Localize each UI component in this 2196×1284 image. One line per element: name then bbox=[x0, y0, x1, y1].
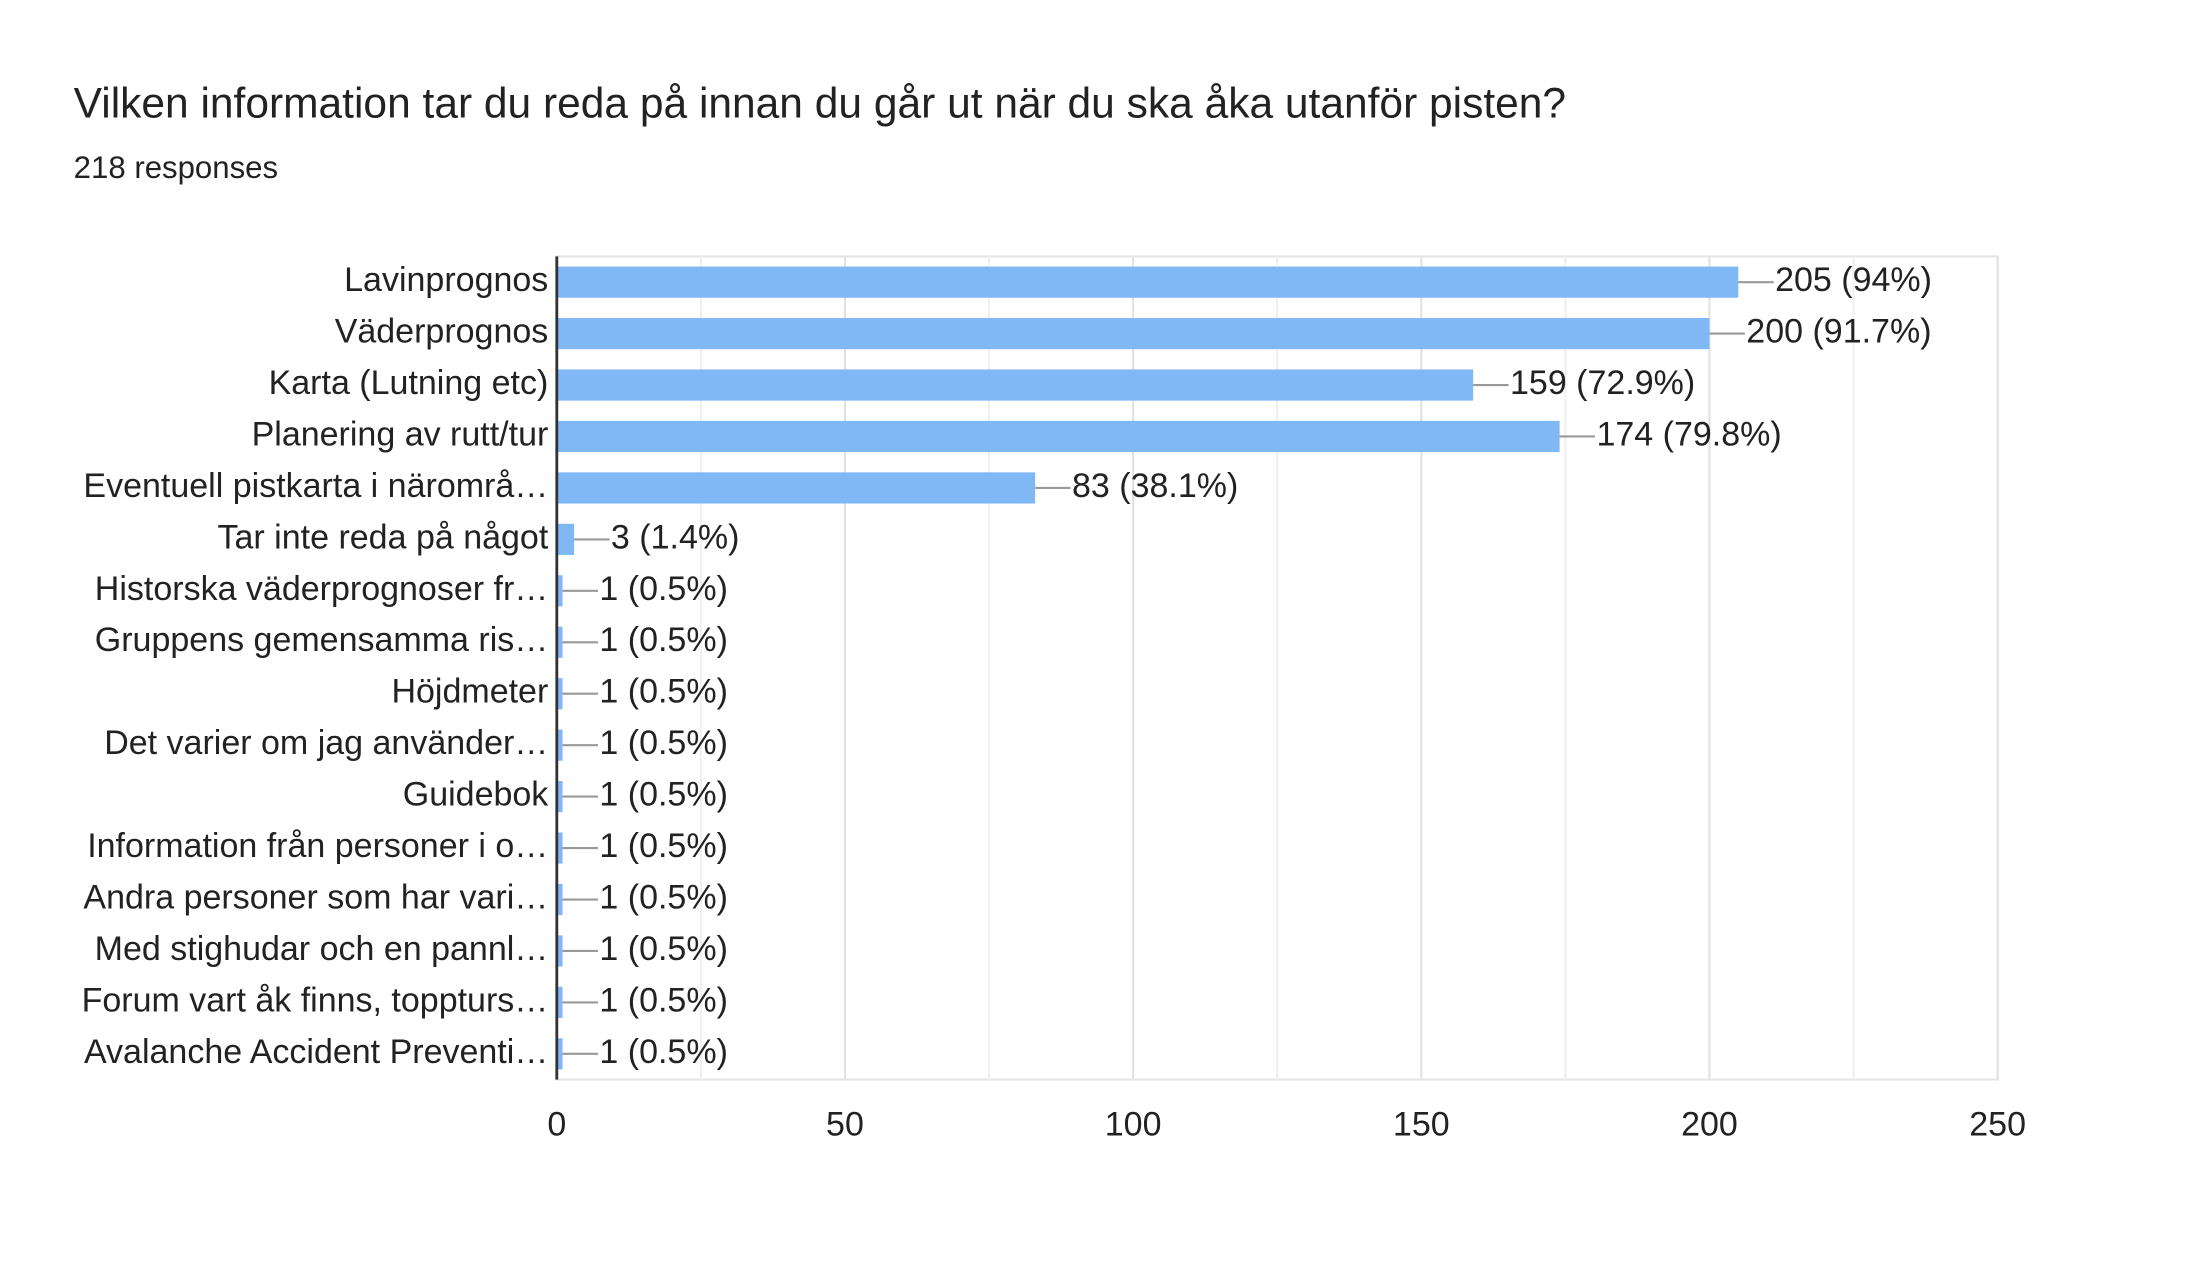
value-label: 1 (0.5%) bbox=[599, 724, 728, 762]
bar bbox=[556, 1038, 563, 1070]
x-tick-label: 50 bbox=[826, 1105, 864, 1143]
y-tick-label: Gruppens gemensamma ris… bbox=[95, 621, 549, 659]
x-tick-label: 100 bbox=[1105, 1105, 1162, 1143]
y-tick-label: Forum vart åk finns, toppturs… bbox=[82, 981, 549, 1019]
value-label: 1 (0.5%) bbox=[599, 981, 728, 1019]
bar bbox=[556, 420, 1560, 453]
bar bbox=[556, 935, 563, 967]
bar bbox=[556, 523, 575, 555]
value-label: 83 (38.1%) bbox=[1072, 467, 1238, 505]
bar bbox=[556, 472, 1036, 504]
y-tick-label: Det varier om jag använder… bbox=[104, 724, 548, 762]
value-label: 200 (91.7%) bbox=[1746, 313, 1931, 351]
bar bbox=[556, 266, 1739, 298]
y-tick-label: Planering av rutt/tur bbox=[252, 415, 549, 453]
bar bbox=[556, 369, 1474, 401]
value-label: 1 (0.5%) bbox=[599, 776, 728, 814]
bar bbox=[556, 986, 563, 1018]
bar bbox=[556, 781, 563, 813]
chart-title: Vilken information tar du reda på innan … bbox=[74, 80, 1566, 127]
y-tick-label: Information från personer i o… bbox=[87, 827, 548, 865]
value-label: 1 (0.5%) bbox=[599, 570, 728, 608]
x-tick-label: 250 bbox=[1969, 1105, 2026, 1143]
y-tick-label: Avalanche Accident Preventi… bbox=[84, 1033, 548, 1071]
bar bbox=[556, 678, 563, 710]
bar bbox=[556, 626, 563, 658]
value-label: 205 (94%) bbox=[1775, 261, 1932, 299]
y-tick-label: Historska väderprognoser fr… bbox=[95, 570, 549, 608]
y-tick-label: Guidebok bbox=[403, 776, 550, 814]
value-label: 1 (0.5%) bbox=[599, 827, 728, 865]
value-label: 159 (72.9%) bbox=[1510, 364, 1695, 402]
bar bbox=[556, 883, 563, 916]
bar bbox=[556, 318, 1710, 350]
value-label: 1 (0.5%) bbox=[599, 621, 728, 659]
bar bbox=[556, 729, 563, 761]
chart-subtitle: 218 responses bbox=[74, 150, 278, 185]
value-label: 1 (0.5%) bbox=[599, 930, 728, 968]
y-tick-label: Andra personer som har vari… bbox=[83, 878, 548, 916]
bar bbox=[556, 832, 563, 864]
y-tick-label: Väderprognos bbox=[335, 313, 549, 351]
y-tick-label: Karta (Lutning etc) bbox=[269, 364, 549, 402]
y-tick-label: Med stighudar och en pannl… bbox=[95, 930, 549, 968]
y-tick-label: Tar inte reda på något bbox=[218, 518, 549, 556]
value-label: 174 (79.8%) bbox=[1596, 415, 1781, 453]
x-tick-label: 0 bbox=[547, 1105, 566, 1143]
y-tick-label: Lavinprognos bbox=[344, 261, 548, 299]
bar bbox=[556, 575, 563, 607]
value-label: 1 (0.5%) bbox=[599, 878, 728, 916]
value-label: 1 (0.5%) bbox=[599, 673, 728, 711]
value-label: 3 (1.4%) bbox=[611, 518, 740, 556]
y-tick-label: Eventuell pistkarta i närområ… bbox=[83, 467, 548, 505]
x-tick-label: 200 bbox=[1681, 1105, 1738, 1143]
value-label: 1 (0.5%) bbox=[599, 1033, 728, 1071]
y-tick-label: Höjdmeter bbox=[391, 673, 548, 711]
x-tick-label: 150 bbox=[1393, 1105, 1450, 1143]
